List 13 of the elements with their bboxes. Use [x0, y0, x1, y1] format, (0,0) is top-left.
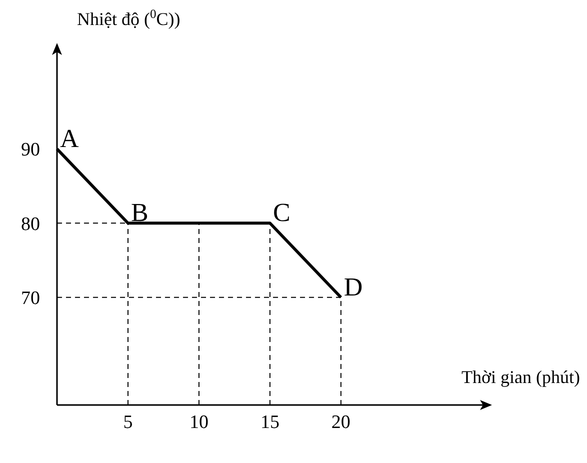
y-tick-label: 80	[21, 214, 40, 235]
x-tick-label: 5	[123, 412, 133, 433]
annotation: B	[130, 198, 148, 228]
y-tick-label: 90	[21, 140, 40, 161]
annotation: C	[272, 198, 290, 228]
x-tick-label: 10	[189, 412, 208, 433]
x-tick-label: 20	[331, 412, 350, 433]
x-axis-title: Thời gian (phút)	[462, 367, 580, 387]
annotation: D	[344, 272, 363, 302]
x-tick-label: 15	[260, 412, 280, 433]
y-axis-title: Nhiệt độ ($^{0}$C))	[77, 7, 180, 29]
annotation: A	[60, 124, 79, 153]
y-tick-label: 70	[21, 288, 40, 310]
